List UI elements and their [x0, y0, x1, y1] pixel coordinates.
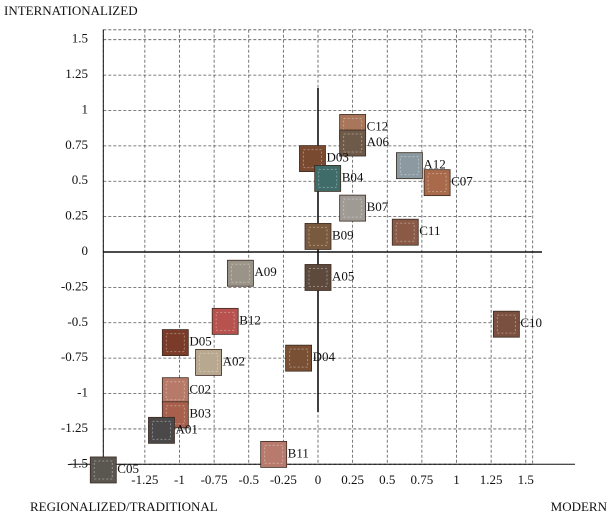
- point-label: C12: [367, 118, 389, 133]
- point-label: A05: [332, 268, 354, 283]
- point-label: A01: [175, 421, 197, 436]
- point-label: C02: [189, 382, 211, 397]
- x-tick-label: 0: [315, 472, 322, 487]
- point-label: D03: [326, 150, 348, 165]
- y-tick-label: 1.25: [65, 66, 88, 81]
- x-tick-label: -0.5: [238, 472, 259, 487]
- x-tick-label: 0.25: [341, 472, 364, 487]
- y-tick-label: 0: [82, 243, 89, 258]
- point-label: B04: [342, 169, 364, 184]
- point-label: B11: [288, 445, 309, 460]
- point-label: B03: [189, 406, 211, 421]
- y-tick-label: -1.25: [61, 420, 88, 435]
- point-label: C07: [451, 174, 473, 189]
- y-tick-label: 0.25: [65, 208, 88, 223]
- x-tick-label: -0.75: [201, 472, 228, 487]
- x-tick-label: 0.75: [411, 472, 434, 487]
- chart: INTERNATIONALIZED REGIONALIZED/TRADITION…: [0, 0, 611, 520]
- page: INTERNATIONALIZED REGIONALIZED/TRADITION…: [0, 0, 611, 520]
- x-axis-title-right: MODERN: [551, 499, 608, 514]
- point-label: A06: [367, 134, 390, 149]
- point-label: A02: [223, 353, 245, 368]
- y-tick-label: -1.5: [67, 455, 88, 470]
- x-tick-label: 0.5: [379, 472, 395, 487]
- point-label: C05: [117, 461, 139, 476]
- y-axis-title: INTERNATIONALIZED: [4, 3, 138, 18]
- y-tick-label: 1: [82, 101, 89, 116]
- y-tick-label: -0.75: [61, 349, 88, 364]
- y-tick-label: 0.5: [72, 172, 88, 187]
- point-label: A09: [254, 264, 276, 279]
- y-tick-label: 1.5: [72, 31, 88, 46]
- point-label: B07: [367, 199, 389, 214]
- x-tick-label: 1.25: [480, 472, 503, 487]
- y-tick-label: -0.5: [67, 314, 88, 329]
- y-tick-label: -1: [77, 385, 88, 400]
- point-label: B12: [239, 312, 261, 327]
- x-tick-label: 1.5: [518, 472, 534, 487]
- x-tick-label: 1: [453, 472, 460, 487]
- x-tick-label: -0.25: [270, 472, 297, 487]
- y-tick-label: 0.75: [65, 137, 88, 152]
- point-label: B09: [332, 227, 354, 242]
- point-label: C11: [419, 223, 440, 238]
- x-tick-label: -1: [174, 472, 185, 487]
- point-label: D04: [313, 349, 336, 364]
- y-tick-label: -0.25: [61, 278, 88, 293]
- x-axis-title-left: REGIONALIZED/TRADITIONAL: [30, 499, 218, 514]
- point-label: C10: [520, 315, 542, 330]
- point-label: D05: [189, 334, 211, 349]
